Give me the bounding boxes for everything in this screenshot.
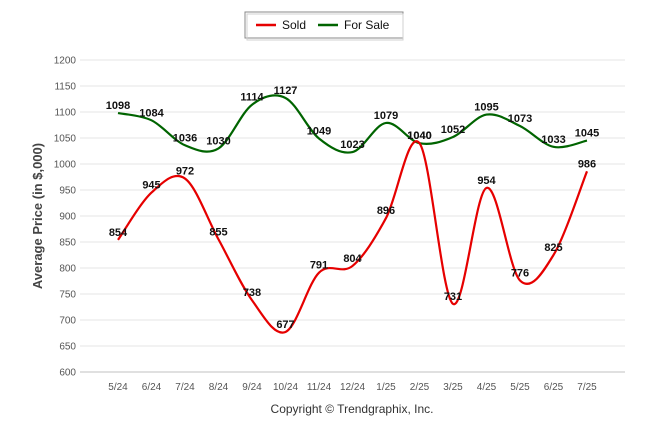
data-label-sold: 776 bbox=[511, 267, 529, 279]
y-tick-label: 700 bbox=[59, 316, 76, 327]
x-tick-label: 9/24 bbox=[242, 382, 262, 393]
y-axis-ticks: 600 650 700 750 800 850 900 950 1000 1050 1100 1150… bbox=[54, 56, 77, 379]
data-label-for-sale: 1040 bbox=[407, 130, 431, 142]
x-tick-label: 5/24 bbox=[108, 382, 128, 393]
y-tick-label: 1050 bbox=[54, 134, 77, 145]
x-tick-label: 7/25 bbox=[577, 382, 597, 393]
data-label-for-sale: 1023 bbox=[340, 139, 364, 151]
data-label-for-sale: 1073 bbox=[508, 113, 532, 125]
legend-label-for-sale: For Sale bbox=[344, 18, 390, 32]
x-tick-label: 3/25 bbox=[443, 382, 463, 393]
data-label-sold: 1040 bbox=[407, 130, 431, 142]
data-label-sold: 731 bbox=[444, 291, 462, 303]
y-tick-label: 950 bbox=[59, 186, 76, 197]
grid bbox=[80, 59, 625, 373]
data-labels: 854 945 972 855 738 677 791 804 896 1040 731 954 776… bbox=[106, 85, 599, 331]
data-label-for-sale: 1049 bbox=[307, 126, 331, 138]
y-tick-label: 1000 bbox=[54, 160, 77, 171]
data-label-sold: 954 bbox=[477, 175, 496, 187]
data-label-for-sale: 1036 bbox=[173, 132, 197, 144]
x-tick-label: 8/24 bbox=[209, 382, 229, 393]
y-tick-label: 900 bbox=[59, 212, 76, 223]
y-tick-label: 750 bbox=[59, 290, 76, 301]
series-line-for-sale bbox=[117, 94, 588, 154]
x-tick-label: 2/25 bbox=[410, 382, 430, 393]
x-tick-label: 4/25 bbox=[477, 382, 497, 393]
data-label-for-sale: 1030 bbox=[206, 135, 230, 147]
data-label-sold: 972 bbox=[176, 166, 194, 178]
y-tick-label: 850 bbox=[59, 238, 76, 249]
x-tick-label: 10/24 bbox=[273, 382, 298, 393]
data-label-for-sale: 1098 bbox=[106, 100, 130, 112]
data-label-sold: 986 bbox=[578, 158, 596, 170]
data-label-sold: 804 bbox=[343, 253, 362, 265]
y-tick-label: 600 bbox=[59, 368, 76, 379]
data-label-sold: 738 bbox=[243, 287, 261, 299]
data-label-for-sale: 1052 bbox=[441, 124, 465, 136]
data-label-for-sale: 1095 bbox=[474, 102, 498, 114]
data-label-sold: 945 bbox=[142, 180, 160, 192]
data-label-sold: 825 bbox=[544, 242, 562, 254]
copyright-credit: Copyright © Trendgraphix, Inc. bbox=[271, 402, 434, 416]
x-tick-label: 11/24 bbox=[307, 382, 332, 393]
series-lines bbox=[117, 94, 589, 334]
data-label-for-sale: 1114 bbox=[240, 92, 264, 104]
x-tick-label: 6/25 bbox=[544, 382, 564, 393]
y-tick-label: 1100 bbox=[54, 108, 76, 119]
data-label-for-sale: 1079 bbox=[374, 110, 398, 122]
legend-label-sold: Sold bbox=[282, 18, 306, 32]
series-line-sold bbox=[117, 140, 589, 334]
data-label-sold: 854 bbox=[109, 227, 128, 239]
x-tick-label: 5/25 bbox=[510, 382, 530, 393]
data-label-sold: 896 bbox=[377, 205, 395, 217]
y-tick-label: 1150 bbox=[54, 82, 76, 93]
x-axis-ticks: 5/24 6/24 7/24 8/24 9/24 10/24 11/24 12/24 1/25 2… bbox=[108, 382, 597, 393]
x-tick-label: 12/24 bbox=[340, 382, 365, 393]
x-tick-label: 1/25 bbox=[376, 382, 396, 393]
data-label-for-sale: 1033 bbox=[541, 134, 565, 146]
y-tick-label: 650 bbox=[59, 342, 76, 353]
x-tick-label: 6/24 bbox=[142, 382, 162, 393]
data-label-for-sale: 1084 bbox=[139, 107, 164, 119]
data-label-sold: 855 bbox=[209, 226, 227, 238]
data-label-sold: 791 bbox=[310, 260, 328, 272]
y-tick-label: 800 bbox=[59, 264, 76, 275]
data-label-for-sale: 1045 bbox=[575, 128, 599, 140]
data-label-sold: 677 bbox=[276, 319, 294, 331]
data-label-for-sale: 1127 bbox=[274, 85, 298, 97]
y-tick-label: 1200 bbox=[54, 56, 77, 67]
y-axis-label: Average Price (in $,000) bbox=[30, 143, 45, 289]
legend: Sold For Sale bbox=[244, 11, 404, 41]
x-tick-label: 7/24 bbox=[175, 382, 195, 393]
